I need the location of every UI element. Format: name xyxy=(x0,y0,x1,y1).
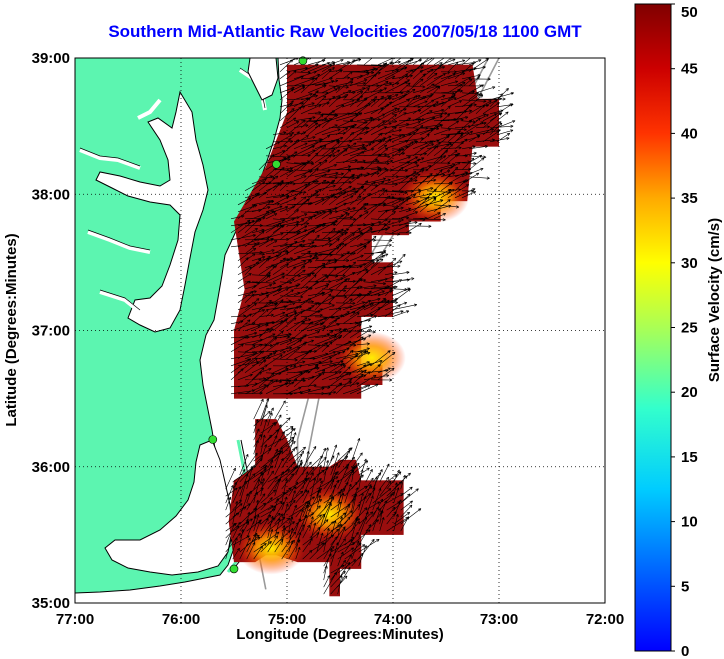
velocity-hotspot xyxy=(295,488,364,541)
colorbar-label: Surface Velocity (cm/s) xyxy=(706,218,723,382)
pamlico-sound xyxy=(104,439,233,576)
radar-station xyxy=(208,435,218,444)
colorbar-tick-label: 35 xyxy=(681,190,698,207)
hf-radar-stations xyxy=(208,56,308,574)
colorbar-tick-label: 0 xyxy=(681,643,689,659)
colorbar-tick-label: 50 xyxy=(681,4,698,21)
x-tick-label: 77:00 xyxy=(56,611,94,628)
plot-frame xyxy=(74,57,606,604)
y-tick-label: 35:00 xyxy=(32,595,70,612)
colorbar-tick-label: 5 xyxy=(681,578,689,595)
vector-arrows xyxy=(225,58,516,595)
colorbar-tick-label: 10 xyxy=(681,514,698,531)
y-tick-label: 36:00 xyxy=(32,459,70,476)
radar-station xyxy=(298,56,308,66)
x-tick-label: 74:00 xyxy=(374,611,412,628)
rivers xyxy=(79,68,267,314)
x-tick-label: 75:00 xyxy=(268,611,306,628)
x-axis-label: Longitude (Degrees:Minutes) xyxy=(236,626,444,643)
colorbar-tick-label: 40 xyxy=(681,125,698,142)
x-tick-labels: 77:00 76:00 75:00 74:00 73:00 72:00 xyxy=(56,611,624,628)
y-tick-label: 38:00 xyxy=(32,186,70,203)
colorbar-tick-label: 45 xyxy=(681,61,698,78)
y-tick-labels: 35:00 36:00 37:00 38:00 39:00 xyxy=(32,50,70,612)
colorbar xyxy=(634,3,672,652)
colorbar-ticks: 0 5 10 15 20 25 30 35 40 45 50 xyxy=(671,3,698,659)
x-tick-label: 76:00 xyxy=(162,611,200,628)
x-tick-label: 73:00 xyxy=(480,611,518,628)
x-tick-label: 72:00 xyxy=(586,611,624,628)
colorbar-tick-label: 30 xyxy=(681,255,698,272)
chesapeake-bay xyxy=(95,90,209,333)
delaware-bay xyxy=(247,58,279,101)
y-tick-label: 39:00 xyxy=(32,50,70,67)
map-layers xyxy=(75,58,283,594)
y-tick-label: 37:00 xyxy=(32,323,70,340)
colorbar-tick-label: 20 xyxy=(681,384,698,401)
rivers-outline xyxy=(79,67,266,311)
map-title: Southern Mid-Atlantic Raw Velocities 200… xyxy=(108,22,582,41)
radar-station xyxy=(272,159,281,169)
colorbar-tick-label: 15 xyxy=(681,449,698,466)
y-axis-label: Latitude (Degrees:Minutes) xyxy=(3,233,20,426)
radar-station xyxy=(229,564,239,574)
colorbar-tick-label: 25 xyxy=(681,320,698,337)
velocity-vectors xyxy=(225,58,516,595)
grid xyxy=(75,58,605,603)
